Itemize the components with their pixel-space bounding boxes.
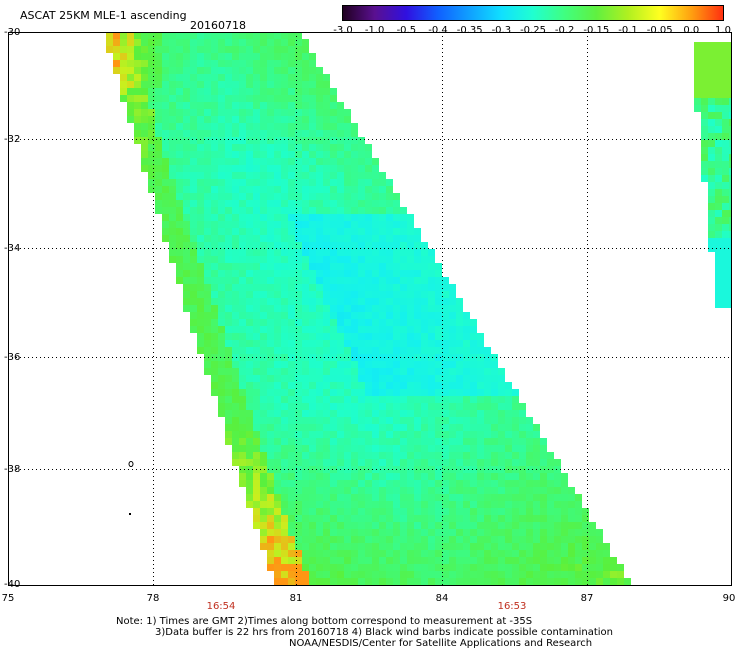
colorbar-label: -1.0 <box>364 25 385 36</box>
colorbar-label: -0.1 <box>618 25 638 36</box>
colorbar-label: -0.25 <box>520 25 546 36</box>
colorbar-label: -0.5 <box>396 25 417 36</box>
lon-label-90: 90 <box>722 593 736 604</box>
colorbar-label: 1.0 <box>715 25 731 36</box>
colorbar-label: -0.4 <box>428 25 448 36</box>
lat-label-36: -36 <box>4 352 21 363</box>
lat-label-30: -30 <box>4 27 21 38</box>
colorbar-label: -0.3 <box>491 25 512 36</box>
product-date: 20160718 <box>190 19 246 32</box>
lon-label-87: 87 <box>580 593 594 604</box>
lat-label-38: -38 <box>4 464 21 475</box>
lon-label-81: 81 <box>289 593 303 604</box>
colorbar <box>342 5 724 21</box>
island-dot <box>129 513 131 515</box>
lat-label-34: -34 <box>4 243 21 254</box>
lon-label-78: 78 <box>146 593 160 604</box>
swath-right <box>694 42 732 308</box>
product-title: ASCAT 25KM MLE-1 ascending <box>20 9 187 22</box>
lat-label-32: -32 <box>4 134 21 145</box>
swath-time-2: 16:53 <box>497 601 527 612</box>
colorbar-label: -0.05 <box>646 25 673 36</box>
lat-label-40: -40 <box>4 579 21 590</box>
footer-note-3: NOAA/NESDIS/Center for Satellite Applica… <box>289 638 593 649</box>
lon-label-84: 84 <box>435 593 449 604</box>
map-svg <box>8 32 732 586</box>
colorbar-label: -0.15 <box>583 25 610 36</box>
footer-note-2: 3)Data buffer is 22 hrs from 20160718 4)… <box>155 627 613 638</box>
colorbar-label: -3.0 <box>333 25 353 36</box>
lon-label-75: 75 <box>1 593 15 604</box>
swath-time-1: 16:54 <box>206 601 236 612</box>
island-marker <box>128 461 134 467</box>
colorbar-label: -0.35 <box>456 25 483 36</box>
colorbar-label: 0.0 <box>683 25 700 36</box>
swath-main <box>106 32 631 586</box>
map-plot <box>8 32 732 586</box>
footer-note-1: Note: 1) Times are GMT 2)Times along bot… <box>116 616 533 627</box>
colorbar-label: -0.2 <box>554 25 575 36</box>
plot-frame <box>8 32 732 586</box>
